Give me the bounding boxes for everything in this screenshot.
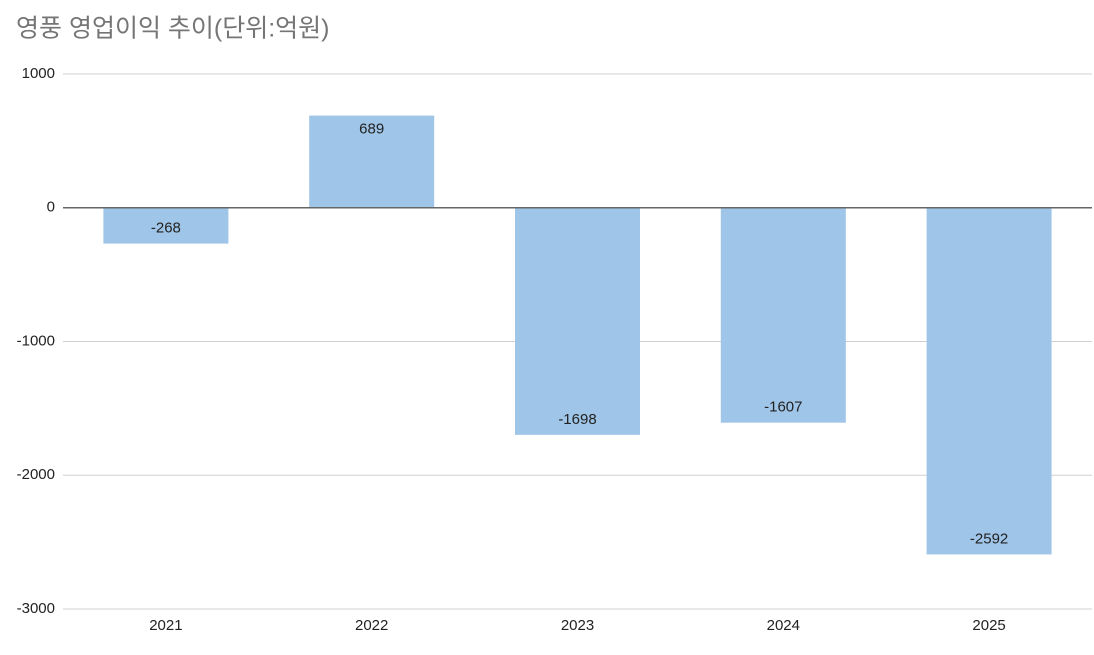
y-tick-label: 0 <box>47 199 55 216</box>
bar <box>515 207 640 435</box>
data-label: -2592 <box>970 530 1008 547</box>
bar <box>103 207 229 244</box>
bar <box>926 207 1052 555</box>
x-tick-label: 2021 <box>149 617 182 634</box>
x-tick-label: 2023 <box>561 617 594 634</box>
chart-title: 영풍 영업이익 추이(단위:억원) <box>16 15 330 43</box>
data-label: 689 <box>359 121 384 138</box>
y-tick-label: -2000 <box>17 466 55 483</box>
data-label: -268 <box>151 220 181 237</box>
y-tick-label: -1000 <box>17 332 55 349</box>
y-tick-label: 1000 <box>22 65 55 82</box>
data-label: -1698 <box>558 411 596 428</box>
bar <box>720 207 846 423</box>
x-tick-label: 2022 <box>355 617 388 634</box>
data-label: -1607 <box>764 399 802 416</box>
bar <box>309 115 435 208</box>
x-tick-label: 2025 <box>972 617 1005 634</box>
x-tick-label: 2024 <box>767 617 800 634</box>
y-tick-label: -3000 <box>17 600 55 617</box>
